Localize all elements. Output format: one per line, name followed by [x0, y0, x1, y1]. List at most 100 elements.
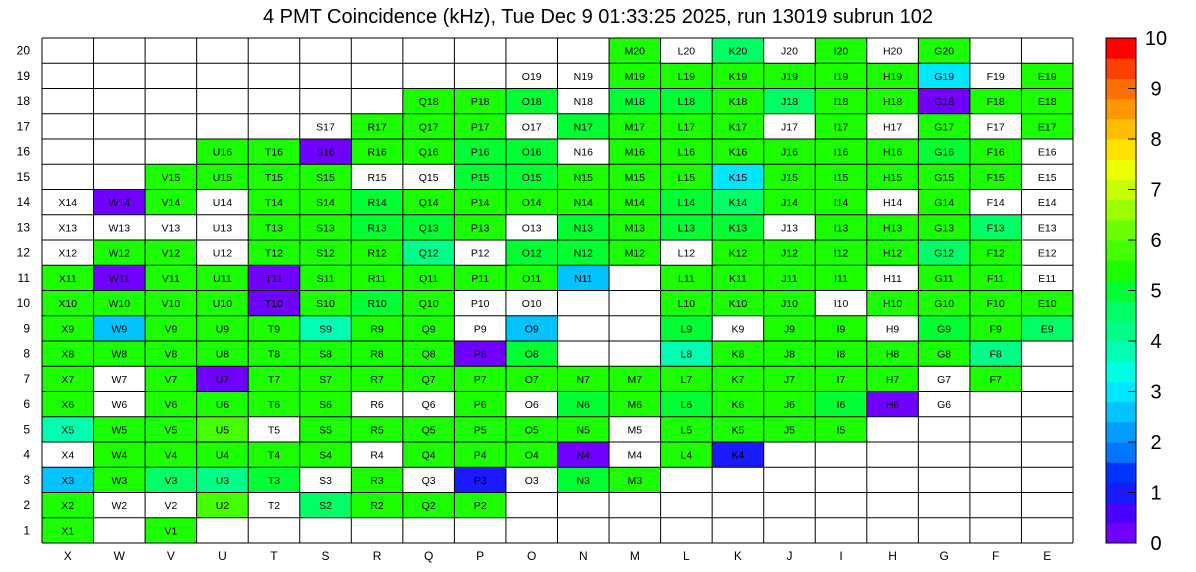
x-tick-label: E [1043, 549, 1051, 563]
cell-label: K14 [729, 197, 748, 209]
heatmap-cell [660, 265, 713, 291]
cell-label: O7 [525, 374, 539, 386]
cell-label: K18 [729, 96, 748, 108]
cell-label: S17 [316, 121, 335, 133]
cell-label: F8 [990, 349, 1002, 361]
cell-label: L19 [678, 71, 696, 83]
x-tick-label: S [322, 549, 330, 563]
heatmap-cell [402, 113, 455, 139]
heatmap-cell [712, 315, 764, 341]
cell-label: J5 [784, 424, 795, 436]
heatmap-cell [557, 240, 610, 266]
cell-label: G20 [934, 46, 954, 58]
heatmap-cell [918, 164, 970, 190]
cell-label: P4 [474, 450, 487, 462]
heatmap-cell [42, 467, 94, 493]
heatmap-cell [93, 214, 146, 240]
cell-label: I18 [834, 96, 849, 108]
cell-label: X7 [61, 374, 74, 386]
cell-label: F9 [990, 323, 1002, 335]
cell-label: T10 [265, 298, 283, 310]
cell-label: T5 [268, 424, 280, 436]
cell-label: P9 [474, 323, 487, 335]
heatmap-cell [196, 366, 249, 392]
cell-label: U14 [213, 197, 232, 209]
heatmap-cell [351, 341, 403, 367]
cell-label: Q3 [422, 475, 436, 487]
heatmap-cell [145, 315, 197, 341]
palette-segment [1106, 58, 1136, 79]
heatmap-cell [248, 492, 300, 518]
cell-label: Q16 [419, 147, 439, 159]
cell-label: O6 [525, 399, 539, 411]
cell-label: I16 [834, 147, 849, 159]
cell-label: N12 [574, 248, 593, 260]
cell-label: E10 [1038, 298, 1057, 310]
cell-label: U15 [213, 172, 232, 184]
heatmap-cell [712, 38, 764, 64]
heatmap-cell [660, 214, 713, 240]
heatmap-cell [351, 315, 403, 341]
heatmap-cell [505, 265, 558, 291]
cell-label: J6 [784, 399, 795, 411]
cell-label: Q5 [422, 424, 436, 436]
cell-label: P10 [471, 298, 490, 310]
cell-label: K9 [732, 323, 745, 335]
heatmap-cell [93, 240, 146, 266]
heatmap-cell [299, 315, 352, 341]
cell-label: R2 [370, 500, 384, 512]
cell-label: J7 [784, 374, 795, 386]
cell-label: U5 [216, 424, 230, 436]
heatmap-cell [712, 214, 764, 240]
cell-label: U7 [216, 374, 230, 386]
heatmap-cell [763, 265, 816, 291]
heatmap-cell [763, 341, 816, 367]
cell-label: W2 [111, 500, 127, 512]
cell-label: J15 [781, 172, 798, 184]
heatmap-cell [712, 290, 764, 316]
cell-label: O19 [522, 71, 542, 83]
palette-segment [1106, 219, 1136, 241]
palette-segment [1106, 341, 1136, 362]
cell-label: S8 [319, 349, 332, 361]
heatmap-cell [866, 214, 919, 240]
chart-title: 4 PMT Coincidence (kHz), Tue Dec 9 01:33… [262, 6, 934, 28]
palette-tick-label: 9 [1150, 79, 1161, 101]
heatmap-cell [248, 315, 300, 341]
color-scale: 0 1 2 3 4 5 6 7 8 9 10 [1105, 28, 1167, 555]
heatmap-cell [815, 366, 867, 392]
heatmap-cell [196, 164, 249, 190]
cell-label: O3 [525, 475, 539, 487]
heatmap-cell [505, 139, 558, 165]
cell-label: P6 [474, 399, 487, 411]
cell-label: L20 [678, 46, 696, 58]
cell-label: M18 [625, 96, 646, 108]
heatmap-cell [712, 113, 764, 139]
cell-label: I11 [834, 273, 848, 285]
cell-label: H11 [883, 273, 902, 285]
cell-label: S6 [319, 399, 332, 411]
heatmap-cell [815, 189, 867, 215]
cell-label: G13 [934, 222, 954, 234]
cell-label: K11 [729, 273, 747, 285]
heatmap-cell [815, 391, 867, 417]
heatmap-cell [609, 164, 661, 190]
heatmap-cell [42, 416, 94, 442]
cell-label: V13 [162, 222, 181, 234]
cell-label: F17 [987, 121, 1005, 133]
cell-label: F18 [987, 96, 1005, 108]
heatmap-cell [196, 315, 249, 341]
cell-label: V2 [164, 500, 177, 512]
heatmap-cell [609, 88, 661, 114]
heatmap-cell [660, 88, 713, 114]
cell-label: K15 [729, 172, 748, 184]
cell-label: O10 [522, 298, 542, 310]
heatmap-cell [969, 88, 1022, 114]
heatmap-cell [402, 214, 455, 240]
cell-label: S7 [319, 374, 332, 386]
heatmap-cell [505, 366, 558, 392]
heatmap-cell [1021, 315, 1073, 341]
heatmap-cell [918, 391, 970, 417]
heatmap-cell [196, 214, 249, 240]
heatmap-cell [454, 214, 506, 240]
